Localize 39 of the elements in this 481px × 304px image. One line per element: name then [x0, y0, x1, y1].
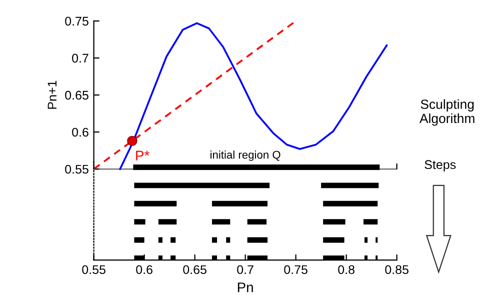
x-tick-label: 0.7 [237, 265, 254, 274]
bar [363, 219, 378, 225]
bar [134, 200, 177, 206]
y-axis-title: Pn+1 [48, 80, 56, 109]
x-tick-label: 0.75 [284, 265, 308, 274]
y-tick-label: 0.75 [65, 16, 88, 26]
y-tick-label: 0.6 [72, 128, 88, 137]
annotation: initial region Q [210, 150, 280, 161]
bar [247, 237, 268, 243]
bar [133, 164, 380, 170]
x-tick-label: 0.85 [385, 265, 408, 274]
bar [134, 237, 144, 243]
bar [170, 237, 176, 243]
y-tick-label: 0.7 [72, 54, 88, 63]
bar [158, 237, 162, 243]
bar [323, 219, 346, 225]
bar [134, 182, 270, 188]
bar [158, 219, 177, 225]
bar [212, 200, 268, 206]
line-series [119, 22, 388, 170]
bar [323, 237, 344, 243]
x-tick-label: 0.55 [82, 265, 106, 274]
annotation: P* [136, 150, 150, 160]
x-tick-label: 0.65 [183, 265, 206, 274]
bar [134, 219, 146, 225]
y-tick-label: 0.65 [65, 90, 88, 100]
bar [364, 237, 368, 243]
text: Sculpting Algorithm [419, 99, 474, 126]
bar [212, 237, 218, 243]
y-tick-label: 0.55 [65, 164, 88, 174]
x-tick-label: 0.8 [338, 265, 354, 274]
bar [247, 219, 267, 225]
x-tick-label: 0.6 [136, 265, 152, 274]
bar [321, 182, 379, 188]
bar [323, 200, 378, 206]
x-axis-title: Pn [238, 282, 253, 292]
bar [212, 219, 230, 225]
bar [226, 237, 230, 243]
text: Steps [424, 160, 456, 172]
